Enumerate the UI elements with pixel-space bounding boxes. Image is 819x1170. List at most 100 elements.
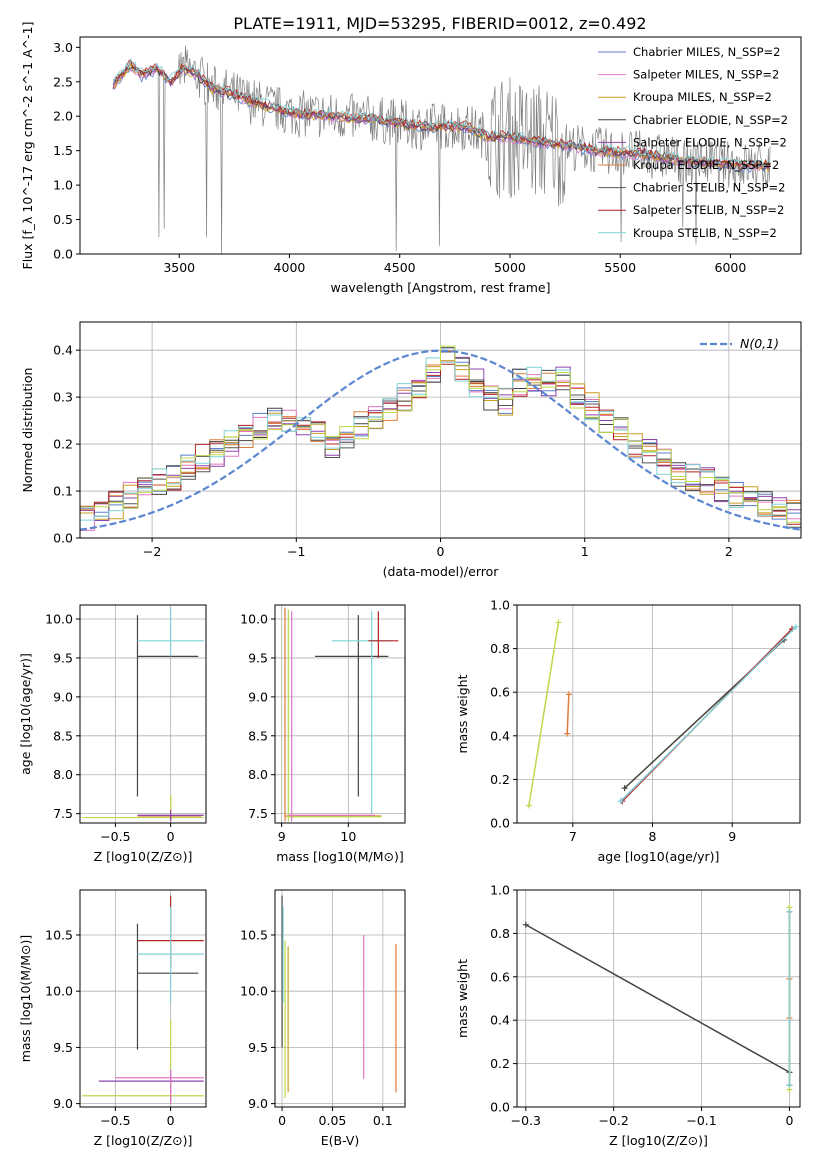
x-tick-label: 0.05 [319, 1113, 347, 1128]
x-axis-label: Z [log10(Z/Z⊙)] [94, 849, 193, 864]
x-tick-label: 10 [340, 829, 356, 844]
y-axis-label: mass weight [455, 674, 470, 753]
y-tick-label: 0.0 [53, 531, 73, 546]
y-tick-label: 10.0 [240, 612, 268, 627]
x-tick-label: −1 [287, 544, 305, 559]
model-line [112, 58, 771, 169]
x-tick-label: −0.2 [598, 1113, 628, 1128]
y-axis-label: Normed distribution [20, 368, 35, 493]
y-tick-label: 0.2 [490, 1056, 510, 1071]
x-tick-label: 0 [167, 829, 175, 844]
y-tick-label: 0.0 [490, 816, 510, 831]
legend-label: Salpeter MILES, N_SSP=2 [633, 68, 779, 82]
weight-line [566, 694, 570, 734]
axes-frame [516, 889, 801, 1108]
y-tick-label: 2.5 [53, 74, 73, 89]
plot-area-spectrum [112, 45, 771, 254]
y-tick-label: 3.0 [53, 40, 73, 55]
y-tick-label: 0.6 [490, 969, 510, 984]
y-tick-label: 9.5 [53, 1040, 73, 1055]
plot-area-mass_vs_Z [82, 895, 204, 1104]
y-tick-label: 1.0 [490, 598, 510, 613]
x-tick-label: 4500 [384, 260, 416, 275]
y-tick-label: 7.5 [248, 806, 268, 821]
x-tick-label: 8 [649, 829, 657, 844]
y-tick-label: 0.2 [490, 772, 510, 787]
x-axis-label: mass [log10(M/M⊙)] [276, 849, 404, 864]
y-tick-label: 0.3 [53, 390, 73, 405]
y-tick-label: 1.5 [53, 143, 73, 158]
legend-label: Kroupa ELODIE, N_SSP=2 [633, 158, 779, 172]
y-tick-label: 1.0 [490, 883, 510, 898]
panel-age_vs_mass: 9 10 7.5 8.0 8.5 9.0 9.5 10.0 mass [log10(M/M⊙)] [240, 604, 406, 864]
y-tick-label: 9.5 [53, 650, 73, 665]
y-tick-label: 9.5 [248, 650, 268, 665]
histogram-step [80, 345, 801, 523]
y-tick-label: 0.4 [490, 728, 510, 743]
x-tick-label: −0.5 [100, 829, 130, 844]
panel-weight_vs_age: 7 8 9 0.0 0.2 0.4 0.6 0.8 1.0 age [log10(age/yr)]… [455, 598, 801, 864]
plot-area-age_vs_mass [284, 607, 399, 822]
axes-frame [79, 604, 207, 824]
x-tick-label: 3500 [163, 260, 195, 275]
weight-line [528, 622, 560, 806]
legend-label: Kroupa STELIB, N_SSP=2 [633, 226, 777, 240]
legend-label: Salpeter ELODIE, N_SSP=2 [633, 135, 787, 149]
x-tick-label: −2 [143, 544, 161, 559]
legend-label: Salpeter STELIB, N_SSP=2 [633, 203, 784, 217]
y-axis-label: Flux [f_λ 10^-17 erg cm^-2 s^-1 A^-1] [20, 22, 35, 270]
x-tick-label: 7 [569, 829, 577, 844]
y-tick-label: 9.0 [53, 689, 73, 704]
y-tick-label: 0.6 [490, 685, 510, 700]
y-tick-label: 1.0 [53, 178, 73, 193]
x-axis-label: (data-model)/error [383, 564, 500, 579]
panel-mass_vs_EBV: 0 0.05 0.1 9.0 9.5 10.0 10.5 E(B-V) [240, 889, 406, 1148]
axes-frame [79, 889, 207, 1108]
y-tick-label: 9.5 [248, 1040, 268, 1055]
x-tick-label: 9 [728, 829, 736, 844]
x-tick-label: 5000 [494, 260, 526, 275]
plot-area-mass_vs_EBV [281, 895, 397, 1099]
y-tick-label: 0.2 [53, 437, 73, 452]
y-tick-label: 9.0 [53, 1096, 73, 1111]
x-axis-label: Z [log10(Z/Z⊙)] [609, 1133, 708, 1148]
x-tick-label: 5500 [604, 260, 636, 275]
plot-area-age_vs_Z [82, 607, 204, 822]
y-tick-label: 2.0 [53, 109, 73, 124]
panel-residuals: N(0,1) −2 −1 0 1 2 0.0 0.1 0.2 0.3 0.4 (data-model)… [20, 321, 802, 579]
plot-area-weight_vs_age [525, 619, 800, 809]
x-axis-label: E(B-V) [321, 1133, 360, 1148]
x-tick-label: 0.1 [373, 1113, 393, 1128]
legend-label: Chabrier MILES, N_SSP=2 [633, 45, 780, 59]
legend-label: N(0,1) [740, 336, 779, 351]
x-tick-label: −0.3 [511, 1113, 541, 1128]
y-tick-label: 9.0 [248, 1096, 268, 1111]
y-tick-label: 10.0 [45, 612, 73, 627]
legend-label: Kroupa MILES, N_SSP=2 [633, 90, 772, 104]
y-tick-label: 10.5 [240, 927, 268, 942]
x-tick-label: 0 [167, 1113, 175, 1128]
y-tick-label: 0.8 [490, 641, 510, 656]
x-tick-label: 0 [437, 544, 445, 559]
y-tick-label: 7.5 [53, 806, 73, 821]
x-axis-label: Z [log10(Z/Z⊙)] [94, 1133, 193, 1148]
panel-weight_vs_Z: −0.3 −0.2 −0.1 0 0.0 0.2 0.4 0.6 0.8 1.0 Z [log10(… [455, 883, 801, 1148]
y-tick-label: 0.0 [490, 1100, 510, 1115]
figure-title: PLATE=1911, MJD=53295, FIBERID=0012, z=0… [233, 14, 646, 33]
model-line [112, 58, 771, 168]
y-tick-label: 0.8 [490, 926, 510, 941]
y-tick-label: 8.0 [53, 767, 73, 782]
y-tick-label: 0.4 [490, 1013, 510, 1028]
plot-area-weight_vs_Z [522, 904, 793, 1093]
x-axis-label: age [log10(age/yr)] [598, 849, 720, 864]
panel-mass_vs_Z: −0.5 0 9.0 9.5 10.0 10.5 Z [log10(Z/Z⊙)] mass [… [18, 889, 207, 1148]
panel-spectrum: Chabrier MILES, N_SSP=2 Salpeter MILES, N… [20, 22, 802, 295]
y-tick-label: 8.5 [53, 728, 73, 743]
y-tick-label: 10.0 [240, 984, 268, 999]
x-tick-label: 0 [278, 1113, 286, 1128]
x-tick-label: 4000 [274, 260, 306, 275]
y-tick-label: 0.1 [53, 484, 73, 499]
weight-line [525, 924, 790, 1073]
x-axis-label: wavelength [Angstrom, rest frame] [330, 280, 550, 295]
